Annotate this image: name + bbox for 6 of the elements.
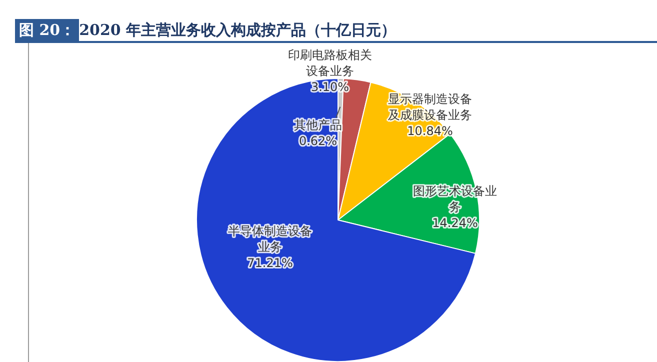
slice-label: 印刷电路板相关设备业务 bbox=[288, 48, 372, 78]
chart-title: 图 20：2020 年主营业务收入构成按产品（十亿日元） bbox=[15, 19, 657, 43]
data-label: 71.21% bbox=[247, 256, 293, 270]
data-label: 0.62% bbox=[298, 134, 338, 148]
data-label: 14.24% bbox=[432, 216, 478, 230]
slice-label: 半导体制造设备业务 bbox=[228, 224, 312, 254]
